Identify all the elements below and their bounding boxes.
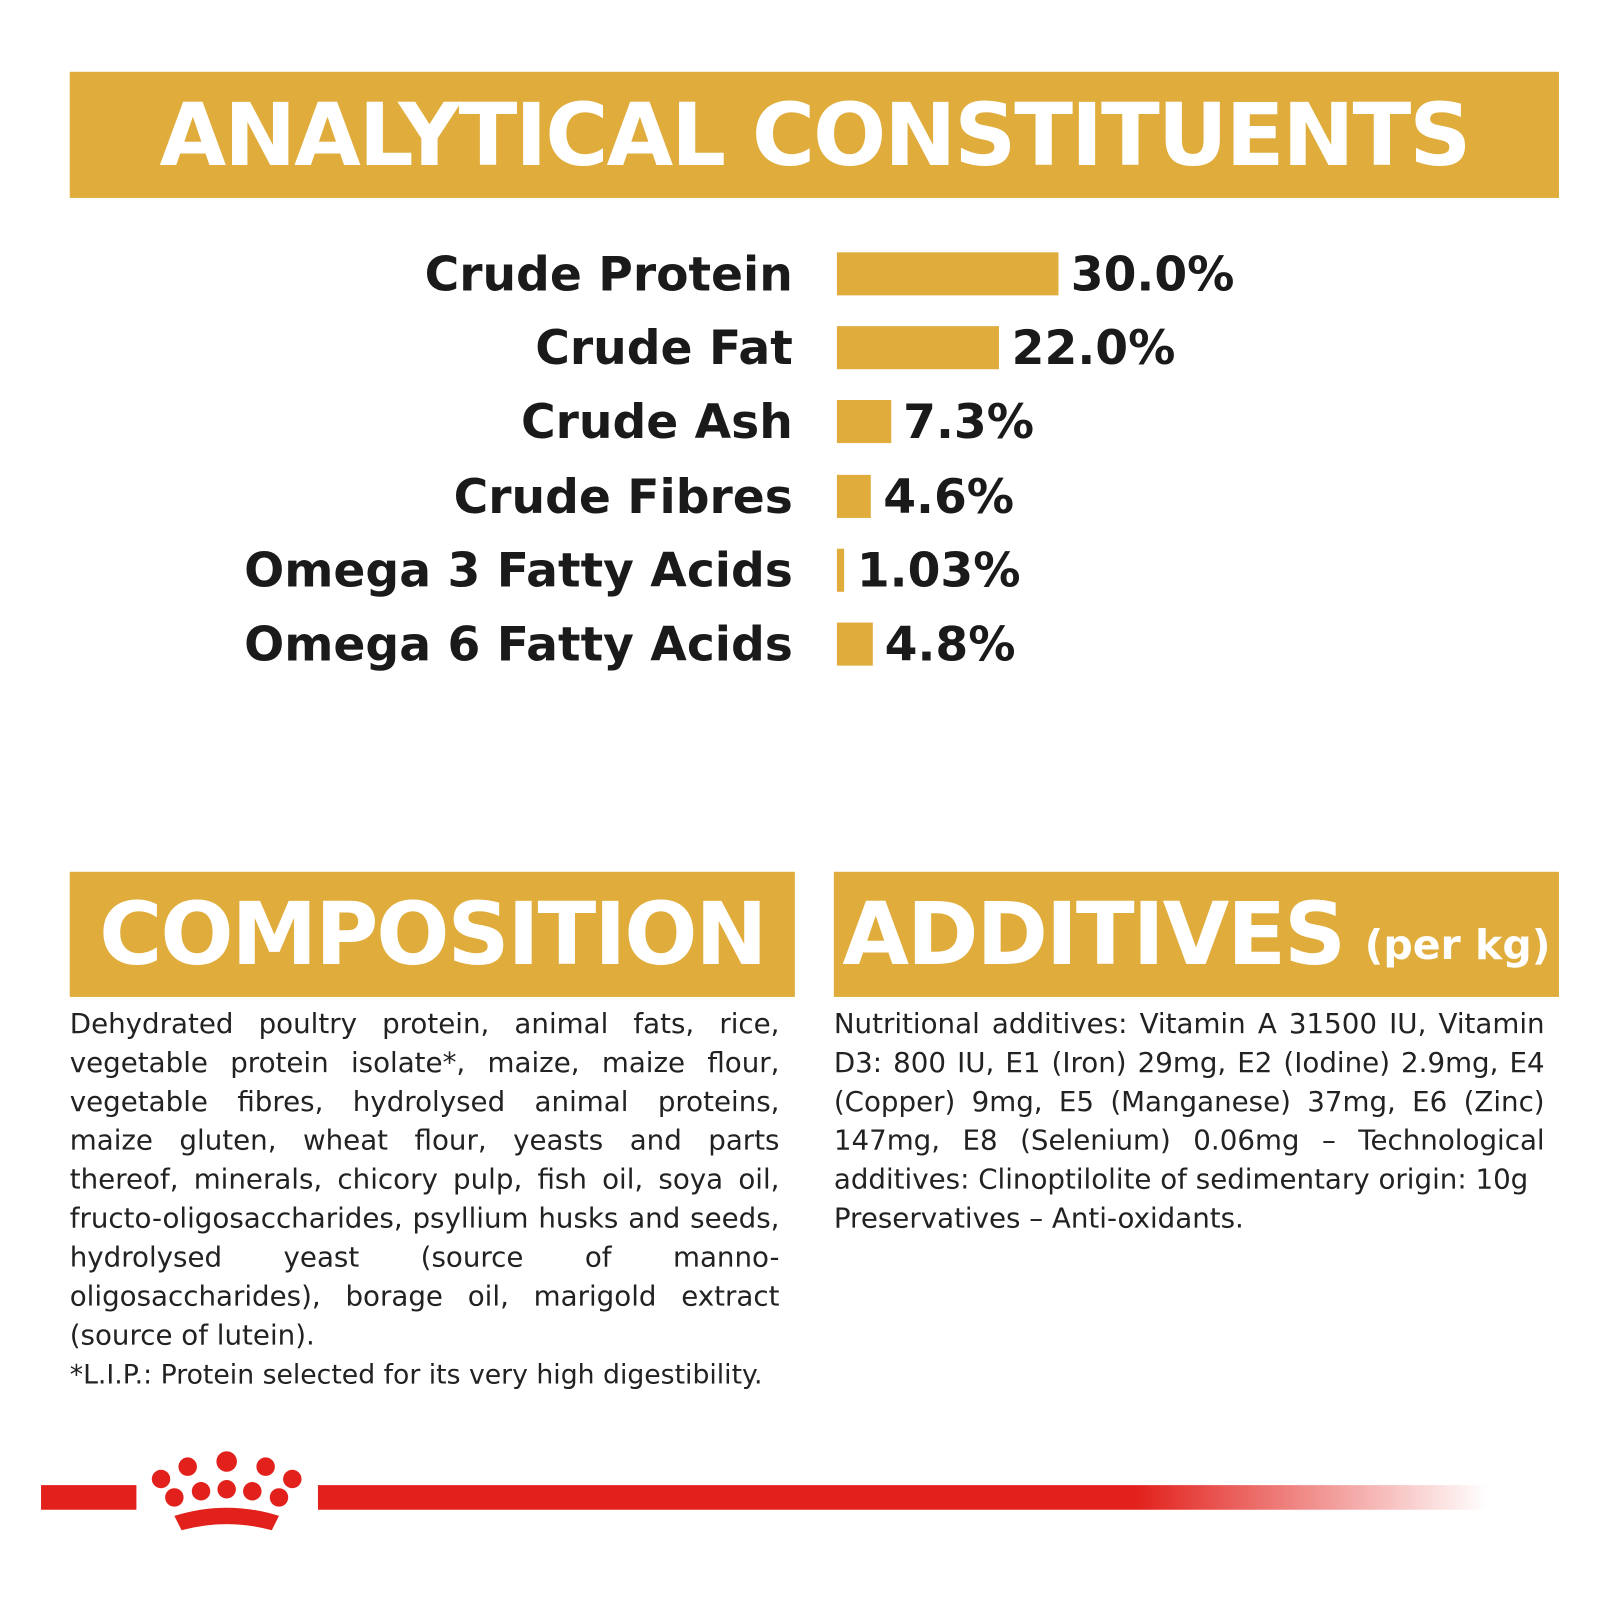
additives-unit: (per kg)	[1364, 922, 1551, 970]
category-label: Omega 3 Fatty Acids	[244, 542, 793, 598]
value-label: 22.0%	[1011, 320, 1176, 376]
category-label: Crude Fat	[535, 320, 793, 376]
value-label: 1.03%	[856, 542, 1021, 598]
bar	[836, 252, 1059, 296]
bar	[836, 326, 1000, 370]
value-label: 4.8%	[884, 616, 1016, 672]
additives-note: Preservatives – Anti-oxidants.	[833, 1203, 1244, 1235]
bar	[836, 548, 845, 592]
composition-text: Dehydrated poultry protein, animal fats,…	[70, 1005, 780, 1395]
brand-line	[41, 1485, 137, 1510]
category-label: Crude Fibres	[453, 468, 793, 524]
chart-title: ANALYTICAL CONSTITUENTS	[159, 84, 1472, 186]
bar	[836, 474, 871, 518]
brand-footer	[41, 1451, 1488, 1531]
composition-note: *L.I.P.: Protein selected for its very h…	[69, 1359, 763, 1391]
value-label: 30.0%	[1070, 246, 1235, 302]
brand-line	[317, 1485, 1488, 1510]
composition-title: COMPOSITION	[99, 884, 767, 985]
additives-title: ADDITIVES	[842, 884, 1346, 985]
category-label: Omega 6 Fatty Acids	[244, 616, 793, 672]
composition-body: Dehydrated poultry protein, animal fats,…	[69, 1008, 780, 1352]
additives-text: Nutritional additives: Vitamin A 31500 I…	[834, 1005, 1545, 1239]
additives-band: ADDITIVES (per kg)	[833, 871, 1559, 997]
crown-logo	[151, 1451, 302, 1531]
bar	[836, 400, 891, 444]
composition-band: COMPOSITION	[69, 871, 795, 997]
additives-body: Nutritional additives: Vitamin A 31500 I…	[833, 1008, 1545, 1196]
category-label: Crude Protein	[424, 246, 793, 302]
bar	[836, 622, 873, 666]
value-label: 7.3%	[903, 394, 1034, 450]
category-label: Crude Ash	[520, 394, 793, 450]
title-band: ANALYTICAL CONSTITUENTS	[69, 71, 1559, 198]
value-label: 4.6%	[883, 468, 1015, 524]
